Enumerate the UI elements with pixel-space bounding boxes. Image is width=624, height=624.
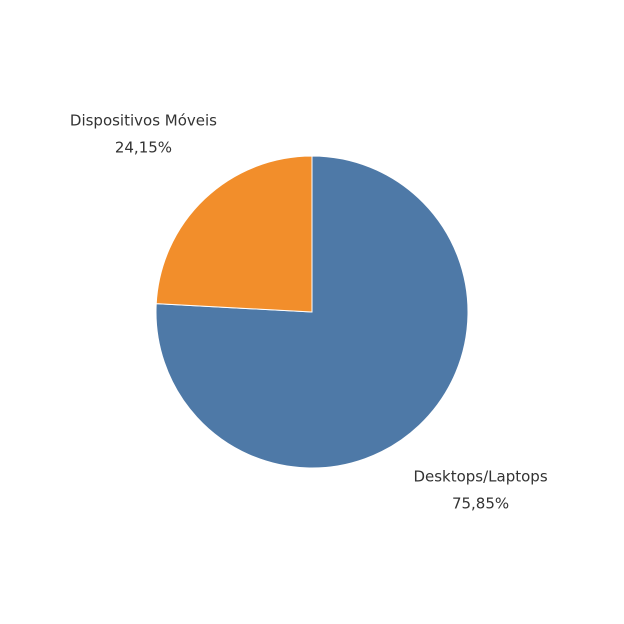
pie-slice [155, 155, 313, 313]
slice-value-label: 75,85% [452, 494, 509, 512]
pie-slice [155, 155, 469, 469]
slice-label: Dispositivos Móveis [70, 112, 217, 130]
slice-label: Desktops/Laptops [413, 467, 547, 485]
slice-value-label: 24,15% [115, 139, 172, 157]
